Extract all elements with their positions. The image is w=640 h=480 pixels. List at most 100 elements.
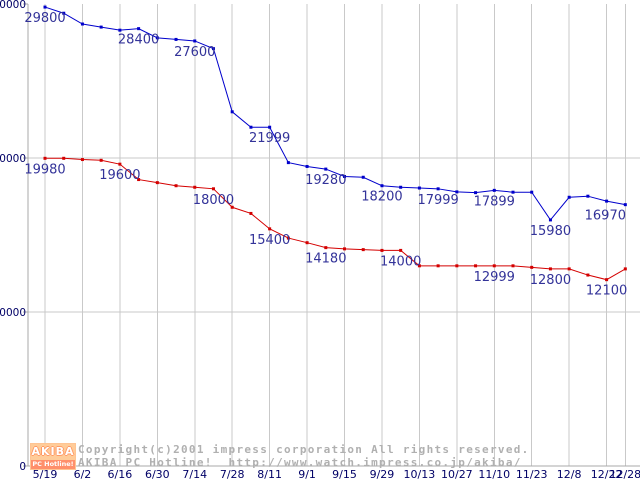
data-point-marker-blue: [62, 11, 66, 15]
data-point-label-red: 19600: [99, 168, 140, 183]
data-point-label-blue: 16970: [585, 209, 626, 224]
data-point-marker-red: [436, 264, 440, 268]
data-point-marker-red: [324, 246, 328, 250]
data-point-marker-red: [511, 264, 515, 268]
data-point-marker-red: [174, 184, 178, 188]
series-line-red: [45, 157, 626, 281]
data-point-marker-red: [343, 247, 347, 251]
data-point-marker-red: [530, 265, 534, 269]
data-point-marker-red: [586, 273, 590, 277]
data-point-marker-blue: [249, 125, 253, 129]
data-point-marker-red: [62, 156, 66, 160]
data-point-label-red: 12100: [586, 284, 627, 299]
x-axis-tick-label: 5/19: [33, 468, 58, 480]
data-point-marker-blue: [361, 175, 365, 179]
data-point-marker-red: [492, 264, 496, 268]
akiba-pc-hotline-logo: AKIBA PC Hotline!: [30, 443, 76, 470]
data-point-label-blue: 19280: [305, 173, 346, 188]
data-point-marker-blue: [324, 167, 328, 171]
x-axis-tick-label: 6/30: [145, 468, 170, 480]
data-point-marker-red: [474, 264, 478, 268]
data-point-label-blue: 28400: [118, 33, 159, 48]
series-line-blue: [44, 6, 626, 221]
logo-pc-hotline-text: PC Hotline!: [31, 460, 75, 469]
y-axis-tick-label: 20000: [0, 153, 26, 165]
data-point-marker-blue: [436, 187, 440, 191]
data-point-marker-red: [286, 236, 290, 240]
data-point-marker-red: [623, 267, 627, 271]
data-point-marker-blue: [80, 22, 84, 26]
data-point-marker-red: [155, 181, 159, 185]
data-point-label-red: 12999: [474, 270, 515, 285]
data-point-marker-red: [80, 158, 84, 162]
x-axis-tick-label: 8/11: [257, 468, 282, 480]
y-axis-tick-label: 10000: [0, 307, 26, 319]
data-point-marker-blue: [286, 161, 290, 165]
data-point-label-blue: 17999: [417, 193, 458, 208]
data-point-marker-red: [230, 205, 234, 209]
data-point-marker-red: [118, 162, 122, 166]
data-point-marker-blue: [305, 164, 309, 168]
data-point-label-red: 14180: [305, 252, 346, 267]
data-point-marker-blue: [174, 37, 178, 41]
data-point-marker-red: [455, 264, 459, 268]
data-point-marker-blue: [380, 184, 384, 188]
data-point-marker-blue: [399, 185, 403, 189]
data-point-label-blue: 15980: [530, 224, 571, 239]
data-point-label-red: 12800: [530, 273, 571, 288]
x-axis-tick-label: 6/2: [74, 468, 92, 480]
data-point-marker-blue: [474, 191, 478, 195]
x-axis-tick-label: 9/1: [298, 468, 316, 480]
data-point-marker-blue: [268, 125, 272, 129]
x-axis-tick-label: 11/10: [478, 468, 510, 480]
data-point-marker-blue: [586, 194, 590, 198]
data-point-marker-red: [268, 227, 272, 231]
data-point-label-blue: 27600: [174, 45, 215, 60]
data-point-marker-blue: [230, 110, 234, 114]
data-point-marker-red: [380, 248, 384, 252]
data-point-marker-red: [305, 241, 309, 245]
data-point-marker-red: [567, 267, 571, 271]
x-axis-tick-label: 10/13: [404, 468, 436, 480]
data-point-marker-red: [548, 267, 552, 271]
data-point-marker-blue: [193, 39, 197, 43]
logo-akiba-text: AKIBA: [31, 444, 75, 460]
data-point-marker-blue: [605, 199, 609, 203]
data-point-marker-red: [249, 211, 253, 215]
data-point-marker-red: [399, 248, 403, 252]
x-axis-tick-label: 6/16: [108, 468, 133, 480]
x-axis-tick-label: 12/8: [557, 468, 582, 480]
data-point-marker-blue: [511, 190, 515, 194]
data-point-marker-blue: [417, 186, 421, 190]
site-url-line: AKIBA PC Hotline! http://www.watch.impre…: [78, 456, 522, 469]
data-point-marker-blue: [567, 195, 571, 199]
data-point-label-red: 18000: [193, 193, 234, 208]
x-axis-tick-label: 12/22: [591, 468, 623, 480]
data-point-marker-blue: [211, 47, 215, 51]
data-point-marker-red: [43, 156, 47, 160]
x-axis-tick-label: 11/23: [516, 468, 548, 480]
data-point-marker-red: [193, 185, 197, 189]
data-point-marker-blue: [530, 190, 534, 194]
data-point-marker-blue: [118, 28, 122, 32]
x-axis-tick-label: 12/28: [609, 468, 640, 480]
data-point-label-blue: 18200: [361, 190, 402, 205]
data-point-marker-red: [137, 178, 141, 182]
x-axis-tick-label: 10/27: [441, 468, 473, 480]
y-axis-tick-label: 0: [19, 461, 26, 473]
data-point-marker-blue: [99, 25, 103, 29]
data-point-marker-blue: [492, 188, 496, 192]
data-point-label-blue: 21999: [249, 131, 290, 146]
data-point-label-red: 15400: [249, 233, 290, 248]
data-point-marker-red: [99, 158, 103, 162]
data-point-marker-blue: [43, 5, 47, 9]
data-point-marker-blue: [455, 190, 459, 194]
x-axis-tick-label: 7/28: [220, 468, 245, 480]
data-point-label-red: 14000: [380, 254, 421, 269]
copyright-line: Copyright(c)2001 impress corporation All…: [78, 443, 530, 456]
x-axis-tick-label: 9/29: [370, 468, 395, 480]
data-point-marker-red: [605, 278, 609, 282]
data-point-label-blue: 29800: [24, 11, 65, 26]
